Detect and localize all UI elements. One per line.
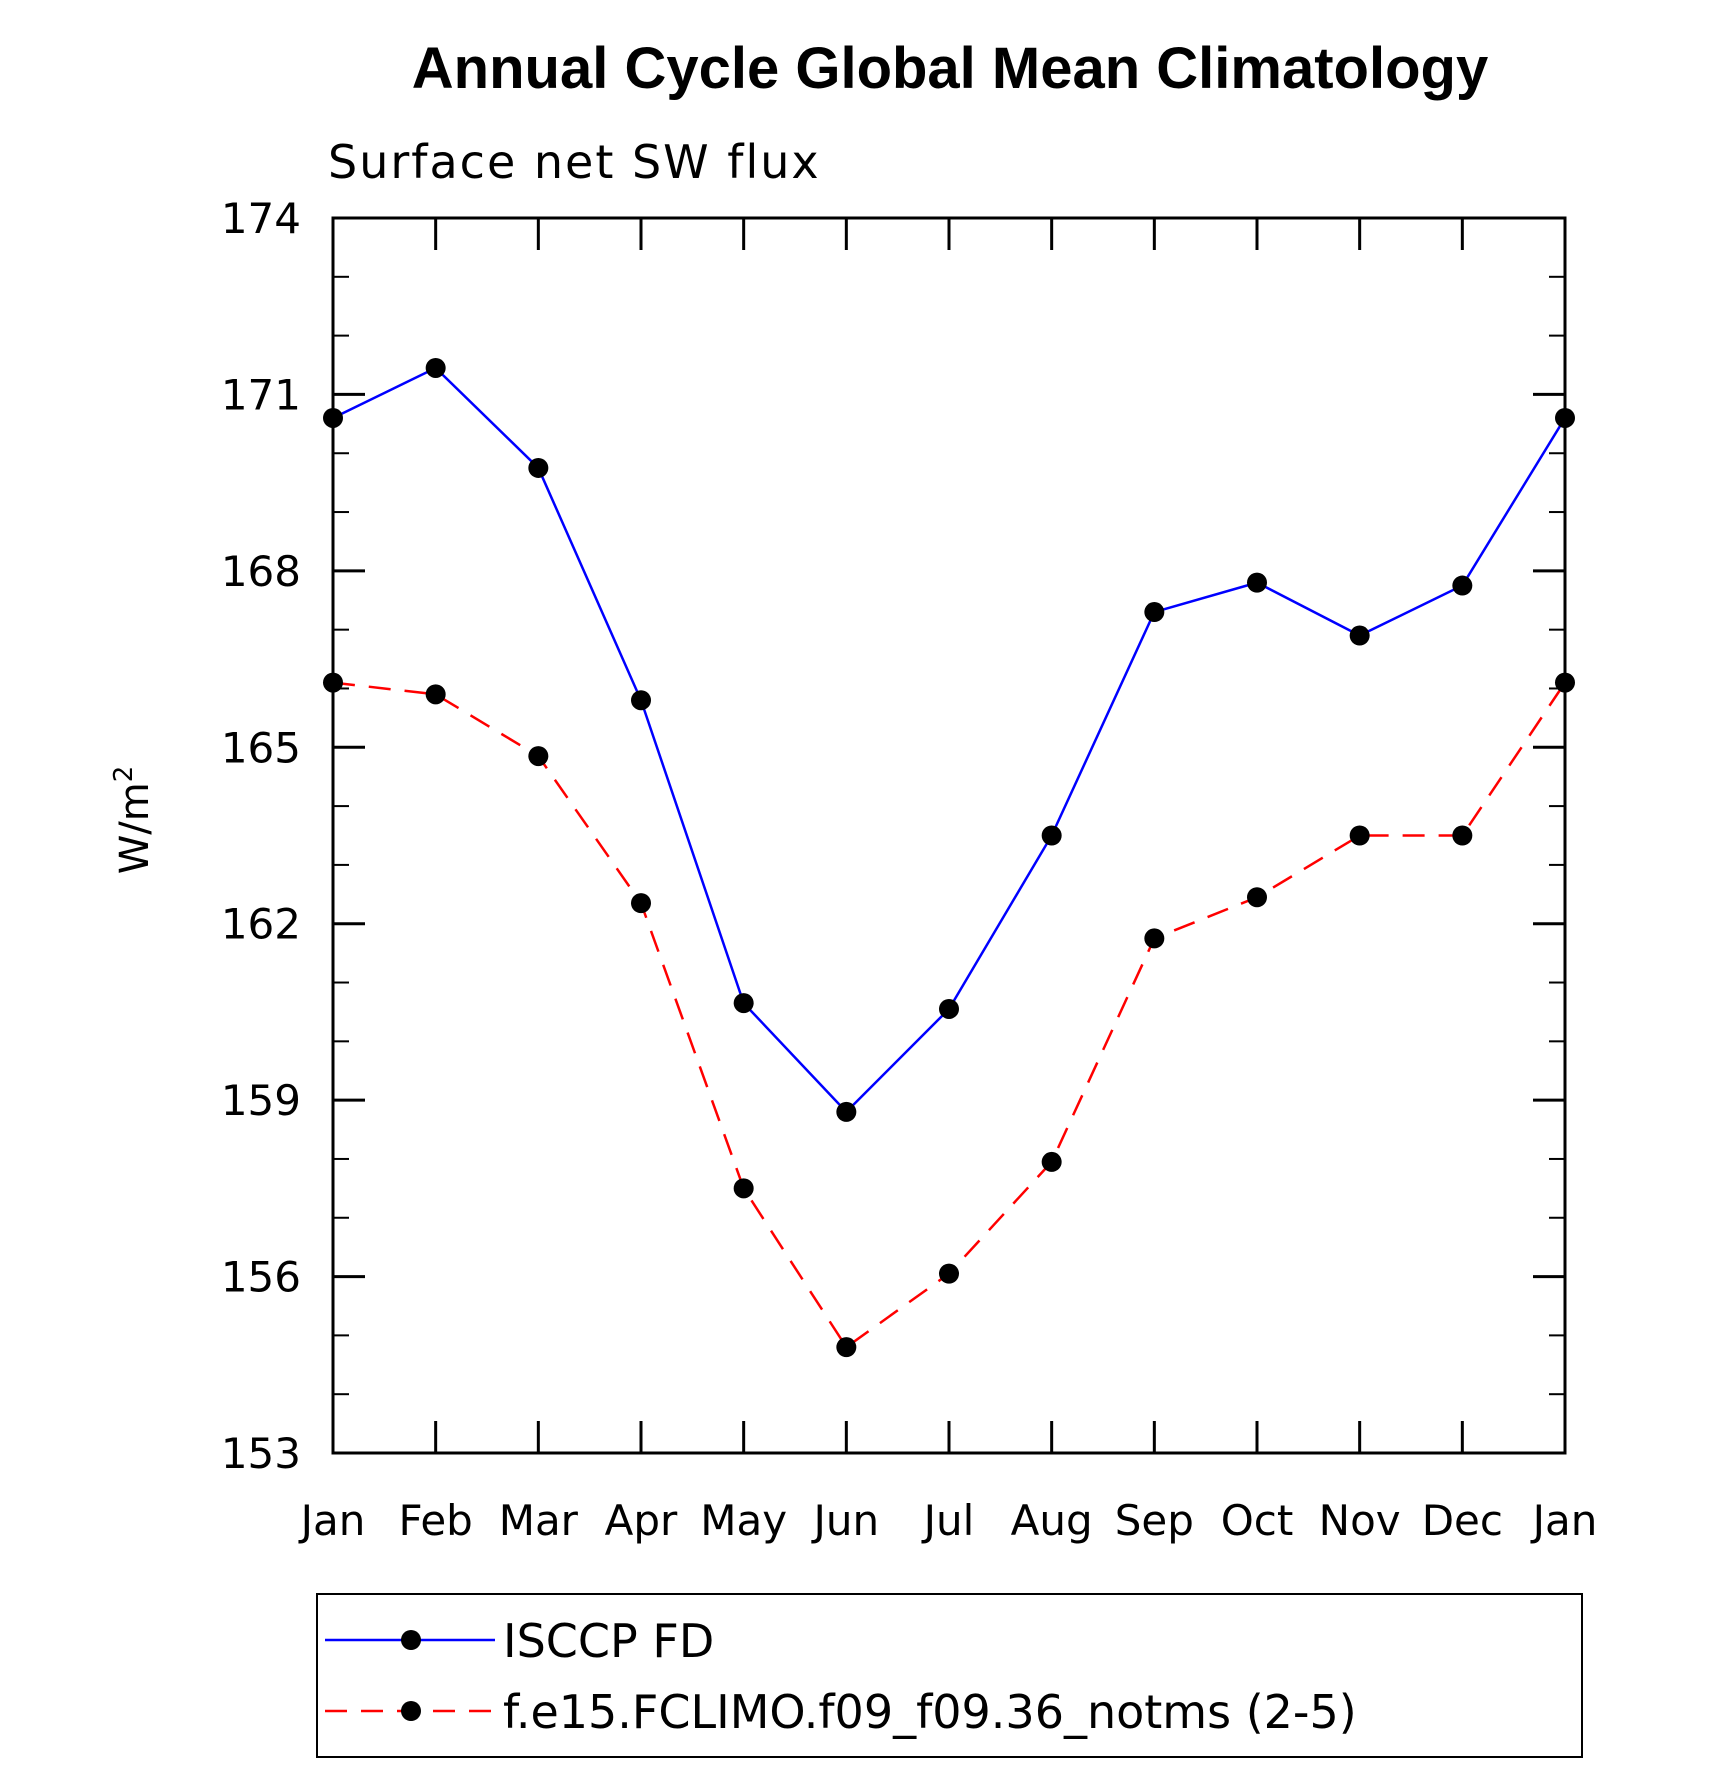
x-tick-label: Nov [1319, 1496, 1401, 1545]
series-1-point [631, 893, 651, 914]
series-1-point [528, 746, 549, 767]
chart-title: Annual Cycle Global Mean Climatology [412, 36, 1488, 101]
y-tick-label: 153 [221, 1429, 301, 1478]
series-1-point [1555, 672, 1575, 693]
series-layer [323, 357, 1575, 1358]
y-tick-label: 174 [221, 194, 301, 243]
series-0-point [1247, 572, 1267, 593]
series-1-point [836, 1337, 857, 1358]
series-0-point [528, 457, 549, 478]
x-tick-label: Jan [1530, 1496, 1598, 1545]
x-tick-label: Jul [921, 1496, 975, 1545]
series-0-point [323, 407, 343, 428]
x-tick-label: May [700, 1496, 787, 1545]
series-0-point [1452, 575, 1473, 596]
y-axis-label-superscript: 2 [109, 766, 139, 783]
legend-marker-isccp [401, 1630, 421, 1650]
series-0-point [733, 993, 754, 1014]
series-1-point [733, 1178, 754, 1199]
x-tick-label: Jan [298, 1496, 366, 1545]
x-tick-label: Jun [811, 1496, 880, 1545]
series-0-point [1144, 602, 1165, 623]
axes: Jan Feb Mar Apr May Jun Jul Aug Sep Oct Nov Dec Jan 1… [221, 194, 1598, 1545]
series-0-point [1555, 407, 1575, 428]
y-tick-label: 171 [221, 370, 301, 419]
y-tick-label: 168 [221, 547, 301, 596]
series-1-point [1144, 928, 1165, 949]
y-axis-label: W/m2 [109, 766, 158, 875]
series-1-point [1349, 825, 1370, 846]
series-1-point [1452, 825, 1473, 846]
x-tick-label: Apr [605, 1496, 678, 1545]
x-tick-label: Sep [1115, 1496, 1194, 1545]
x-tick-label: Dec [1422, 1496, 1503, 1545]
series-0-point [836, 1101, 857, 1122]
series-1-point [425, 684, 446, 705]
legend-box [316, 1593, 1583, 1758]
x-tick-label: Mar [499, 1496, 579, 1545]
series-1-point [1041, 1151, 1062, 1172]
series-1-point [323, 672, 343, 693]
legend: ISCCP FD f.e15.FCLIMO.f09_f09.36_notms (… [316, 1593, 1583, 1758]
series-0-point [939, 998, 959, 1019]
x-tick-label: Oct [1221, 1496, 1294, 1545]
legend-label-isccp: ISCCP FD [503, 1614, 714, 1668]
chart-subtitle: Surface net SW flux [328, 135, 821, 189]
x-tick-label: Feb [398, 1496, 472, 1545]
y-tick-label: 162 [221, 900, 301, 949]
series-1-point [939, 1263, 959, 1284]
y-tick-label: 165 [221, 723, 301, 772]
series-0-point [1349, 625, 1370, 646]
series-0-point [1041, 825, 1062, 846]
series-1-point [1247, 887, 1267, 908]
legend-label-model: f.e15.FCLIMO.f09_f09.36_notms (2-5) [503, 1685, 1357, 1739]
y-tick-label: 156 [221, 1253, 301, 1302]
y-tick-label: 159 [221, 1076, 301, 1125]
x-tick-label: Aug [1011, 1496, 1093, 1545]
legend-marker-model [401, 1701, 421, 1721]
series-0-point [425, 357, 446, 378]
y-axis-label-text: W/m [112, 782, 158, 874]
series-0-point [631, 690, 651, 711]
